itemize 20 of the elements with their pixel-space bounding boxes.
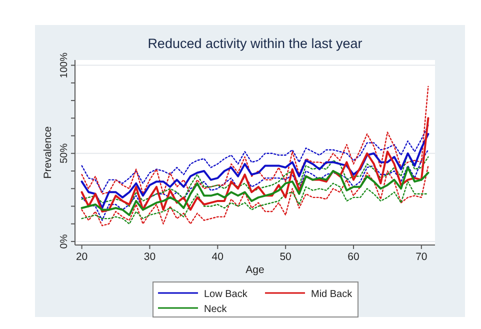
- line-series: [81, 149, 429, 221]
- line-series: [80, 133, 430, 209]
- line-series: [81, 180, 429, 224]
- y-axis-title: Prevalence: [42, 126, 54, 179]
- y-tick-label: 0%: [59, 234, 70, 249]
- x-tick-label: 50: [280, 251, 292, 263]
- x-tick-label: 40: [212, 251, 224, 263]
- line-series: [81, 124, 429, 193]
- legend-label: Low Back: [204, 289, 248, 300]
- y-tick-label: 100%: [59, 52, 70, 78]
- x-tick-label: 70: [416, 251, 428, 263]
- x-tick-label: 60: [348, 251, 360, 263]
- x-tick-label: 20: [76, 251, 88, 263]
- y-tick-label: 50%: [59, 143, 70, 164]
- x-axis-title: Age: [246, 264, 264, 276]
- legend-label: Neck: [204, 304, 228, 315]
- legend-label: Mid Back: [311, 289, 354, 300]
- chart-title: Reduced activity within the last year: [148, 36, 363, 51]
- line-series: [81, 165, 429, 226]
- x-tick-label: 30: [144, 251, 156, 263]
